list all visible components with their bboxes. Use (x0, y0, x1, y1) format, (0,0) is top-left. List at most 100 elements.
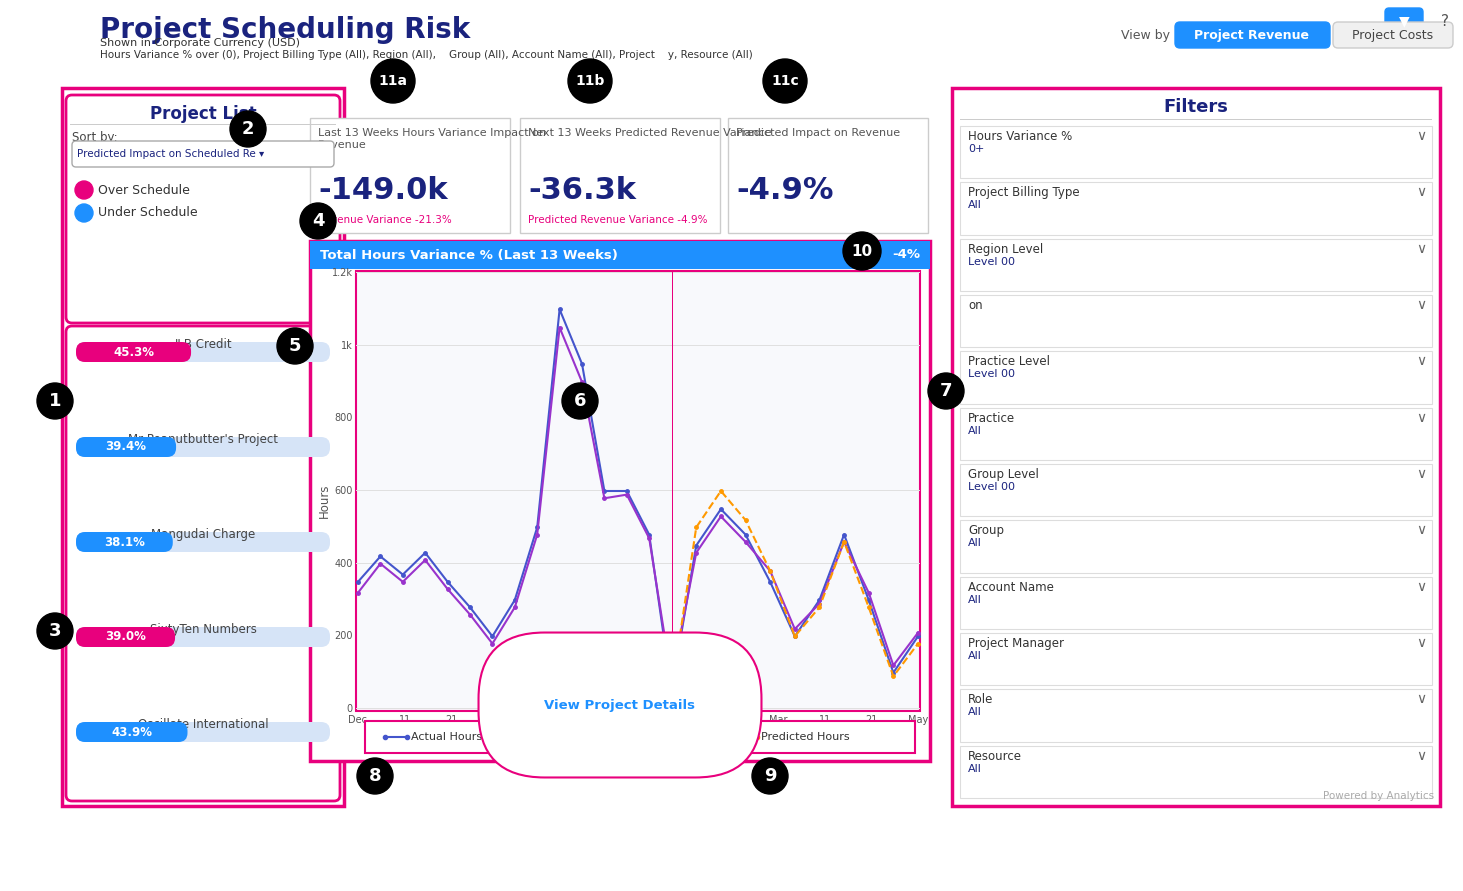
Text: Account Name: Account Name (969, 581, 1053, 593)
Text: -36.3k: -36.3k (528, 176, 636, 205)
Text: Level 00: Level 00 (969, 257, 1015, 266)
Circle shape (37, 613, 73, 649)
Circle shape (75, 181, 94, 199)
Text: Hours Variance %: Hours Variance % (969, 130, 1072, 143)
FancyBboxPatch shape (76, 532, 331, 552)
Text: Dec: Dec (348, 715, 367, 725)
FancyBboxPatch shape (76, 342, 331, 362)
Text: All: All (969, 707, 982, 717)
Circle shape (928, 373, 964, 409)
Text: 1: 1 (48, 392, 61, 410)
Text: Revenue Variance -21.3%: Revenue Variance -21.3% (317, 215, 452, 225)
Text: View by: View by (1121, 29, 1170, 43)
Circle shape (562, 383, 598, 419)
Text: Powered by Analytics: Powered by Analytics (1323, 791, 1434, 801)
Text: ∨: ∨ (1416, 298, 1426, 312)
Text: 11: 11 (398, 715, 411, 725)
Text: 5: 5 (288, 337, 301, 355)
Text: 6: 6 (573, 392, 587, 410)
Bar (960, 746, 1432, 798)
Text: Actual Hours: Actual Hours (411, 732, 483, 742)
Text: Oscillate International: Oscillate International (138, 718, 268, 731)
FancyBboxPatch shape (1333, 22, 1453, 48)
FancyBboxPatch shape (76, 437, 176, 457)
Text: All: All (969, 651, 982, 661)
Bar (960, 690, 1432, 741)
Text: 9: 9 (764, 767, 777, 785)
Text: 11c: 11c (771, 74, 799, 88)
Text: All: All (969, 538, 982, 548)
Text: Last 13 Weeks Hours Variance Impact on: Last 13 Weeks Hours Variance Impact on (317, 128, 546, 138)
Text: 21: 21 (585, 715, 597, 725)
Bar (70, 124, 336, 125)
Bar (310, 118, 511, 233)
Circle shape (843, 232, 881, 270)
FancyBboxPatch shape (72, 141, 334, 167)
Text: 800: 800 (335, 413, 353, 423)
Text: 39.0%: 39.0% (105, 631, 146, 643)
Text: 1.2k: 1.2k (332, 268, 353, 278)
Text: ∨: ∨ (1416, 748, 1426, 763)
FancyBboxPatch shape (76, 437, 331, 457)
Text: 11: 11 (679, 715, 691, 725)
Text: Practice Level: Practice Level (969, 356, 1050, 368)
Text: 11b: 11b (575, 74, 604, 88)
Text: Sort by:: Sort by: (72, 131, 117, 144)
Text: ∨: ∨ (1416, 411, 1426, 425)
Text: Resource: Resource (969, 749, 1023, 763)
Text: All: All (969, 764, 982, 773)
Text: View Project Details: View Project Details (544, 699, 695, 712)
FancyBboxPatch shape (66, 95, 339, 323)
Text: Mr Peanutbutter's Project: Mr Peanutbutter's Project (127, 433, 278, 446)
Text: 43.9%: 43.9% (111, 725, 152, 739)
Bar (729, 118, 928, 233)
Text: 400: 400 (335, 559, 353, 568)
Text: All: All (969, 594, 982, 605)
Text: Revenue: Revenue (317, 140, 367, 150)
Bar (61, 88, 344, 806)
Text: ▼: ▼ (1399, 14, 1409, 28)
Text: 1k: 1k (341, 340, 353, 351)
Text: Mangudai Charge: Mangudai Charge (151, 528, 255, 541)
Bar (356, 271, 920, 711)
Text: 600: 600 (335, 486, 353, 496)
FancyBboxPatch shape (1175, 22, 1330, 48)
Circle shape (568, 59, 612, 103)
Text: 2: 2 (241, 120, 255, 138)
Text: 4: 4 (312, 212, 325, 230)
Text: Over Schedule: Over Schedule (98, 184, 190, 197)
Bar (960, 183, 1432, 234)
Text: on: on (969, 299, 983, 312)
Text: Shown in Corporate Currency (USD): Shown in Corporate Currency (USD) (99, 38, 300, 48)
Text: ∨: ∨ (1416, 355, 1426, 368)
Text: Filters: Filters (1163, 98, 1229, 116)
Text: Project List: Project List (149, 105, 256, 123)
Text: 21: 21 (865, 715, 878, 725)
FancyBboxPatch shape (76, 627, 331, 647)
Circle shape (357, 758, 394, 794)
Text: 45.3%: 45.3% (113, 346, 154, 358)
Text: ∨: ∨ (1416, 580, 1426, 593)
Text: Feb: Feb (629, 715, 647, 725)
Text: JLB Credit: JLB Credit (174, 338, 231, 351)
Text: 0: 0 (347, 704, 353, 714)
Bar (960, 576, 1432, 629)
Text: Scheduled Hours: Scheduled Hours (587, 732, 680, 742)
Text: Project Manager: Project Manager (969, 637, 1064, 650)
Text: Level 00: Level 00 (969, 370, 1015, 380)
Circle shape (300, 203, 336, 239)
Text: -149.0k: -149.0k (317, 176, 448, 205)
Text: May: May (909, 715, 928, 725)
Text: 21: 21 (726, 715, 737, 725)
Text: Predicted Impact on Scheduled Re ▾: Predicted Impact on Scheduled Re ▾ (78, 149, 265, 159)
Text: SixtyTen Numbers: SixtyTen Numbers (149, 623, 256, 636)
Text: Level 00: Level 00 (969, 482, 1015, 492)
Text: 11: 11 (538, 715, 550, 725)
FancyBboxPatch shape (76, 627, 176, 647)
Bar (960, 633, 1432, 685)
Bar (310, 241, 930, 269)
FancyBboxPatch shape (1385, 8, 1423, 34)
Text: Predicted Hours: Predicted Hours (761, 732, 850, 742)
Bar (960, 239, 1432, 291)
Text: 11a: 11a (379, 74, 408, 88)
